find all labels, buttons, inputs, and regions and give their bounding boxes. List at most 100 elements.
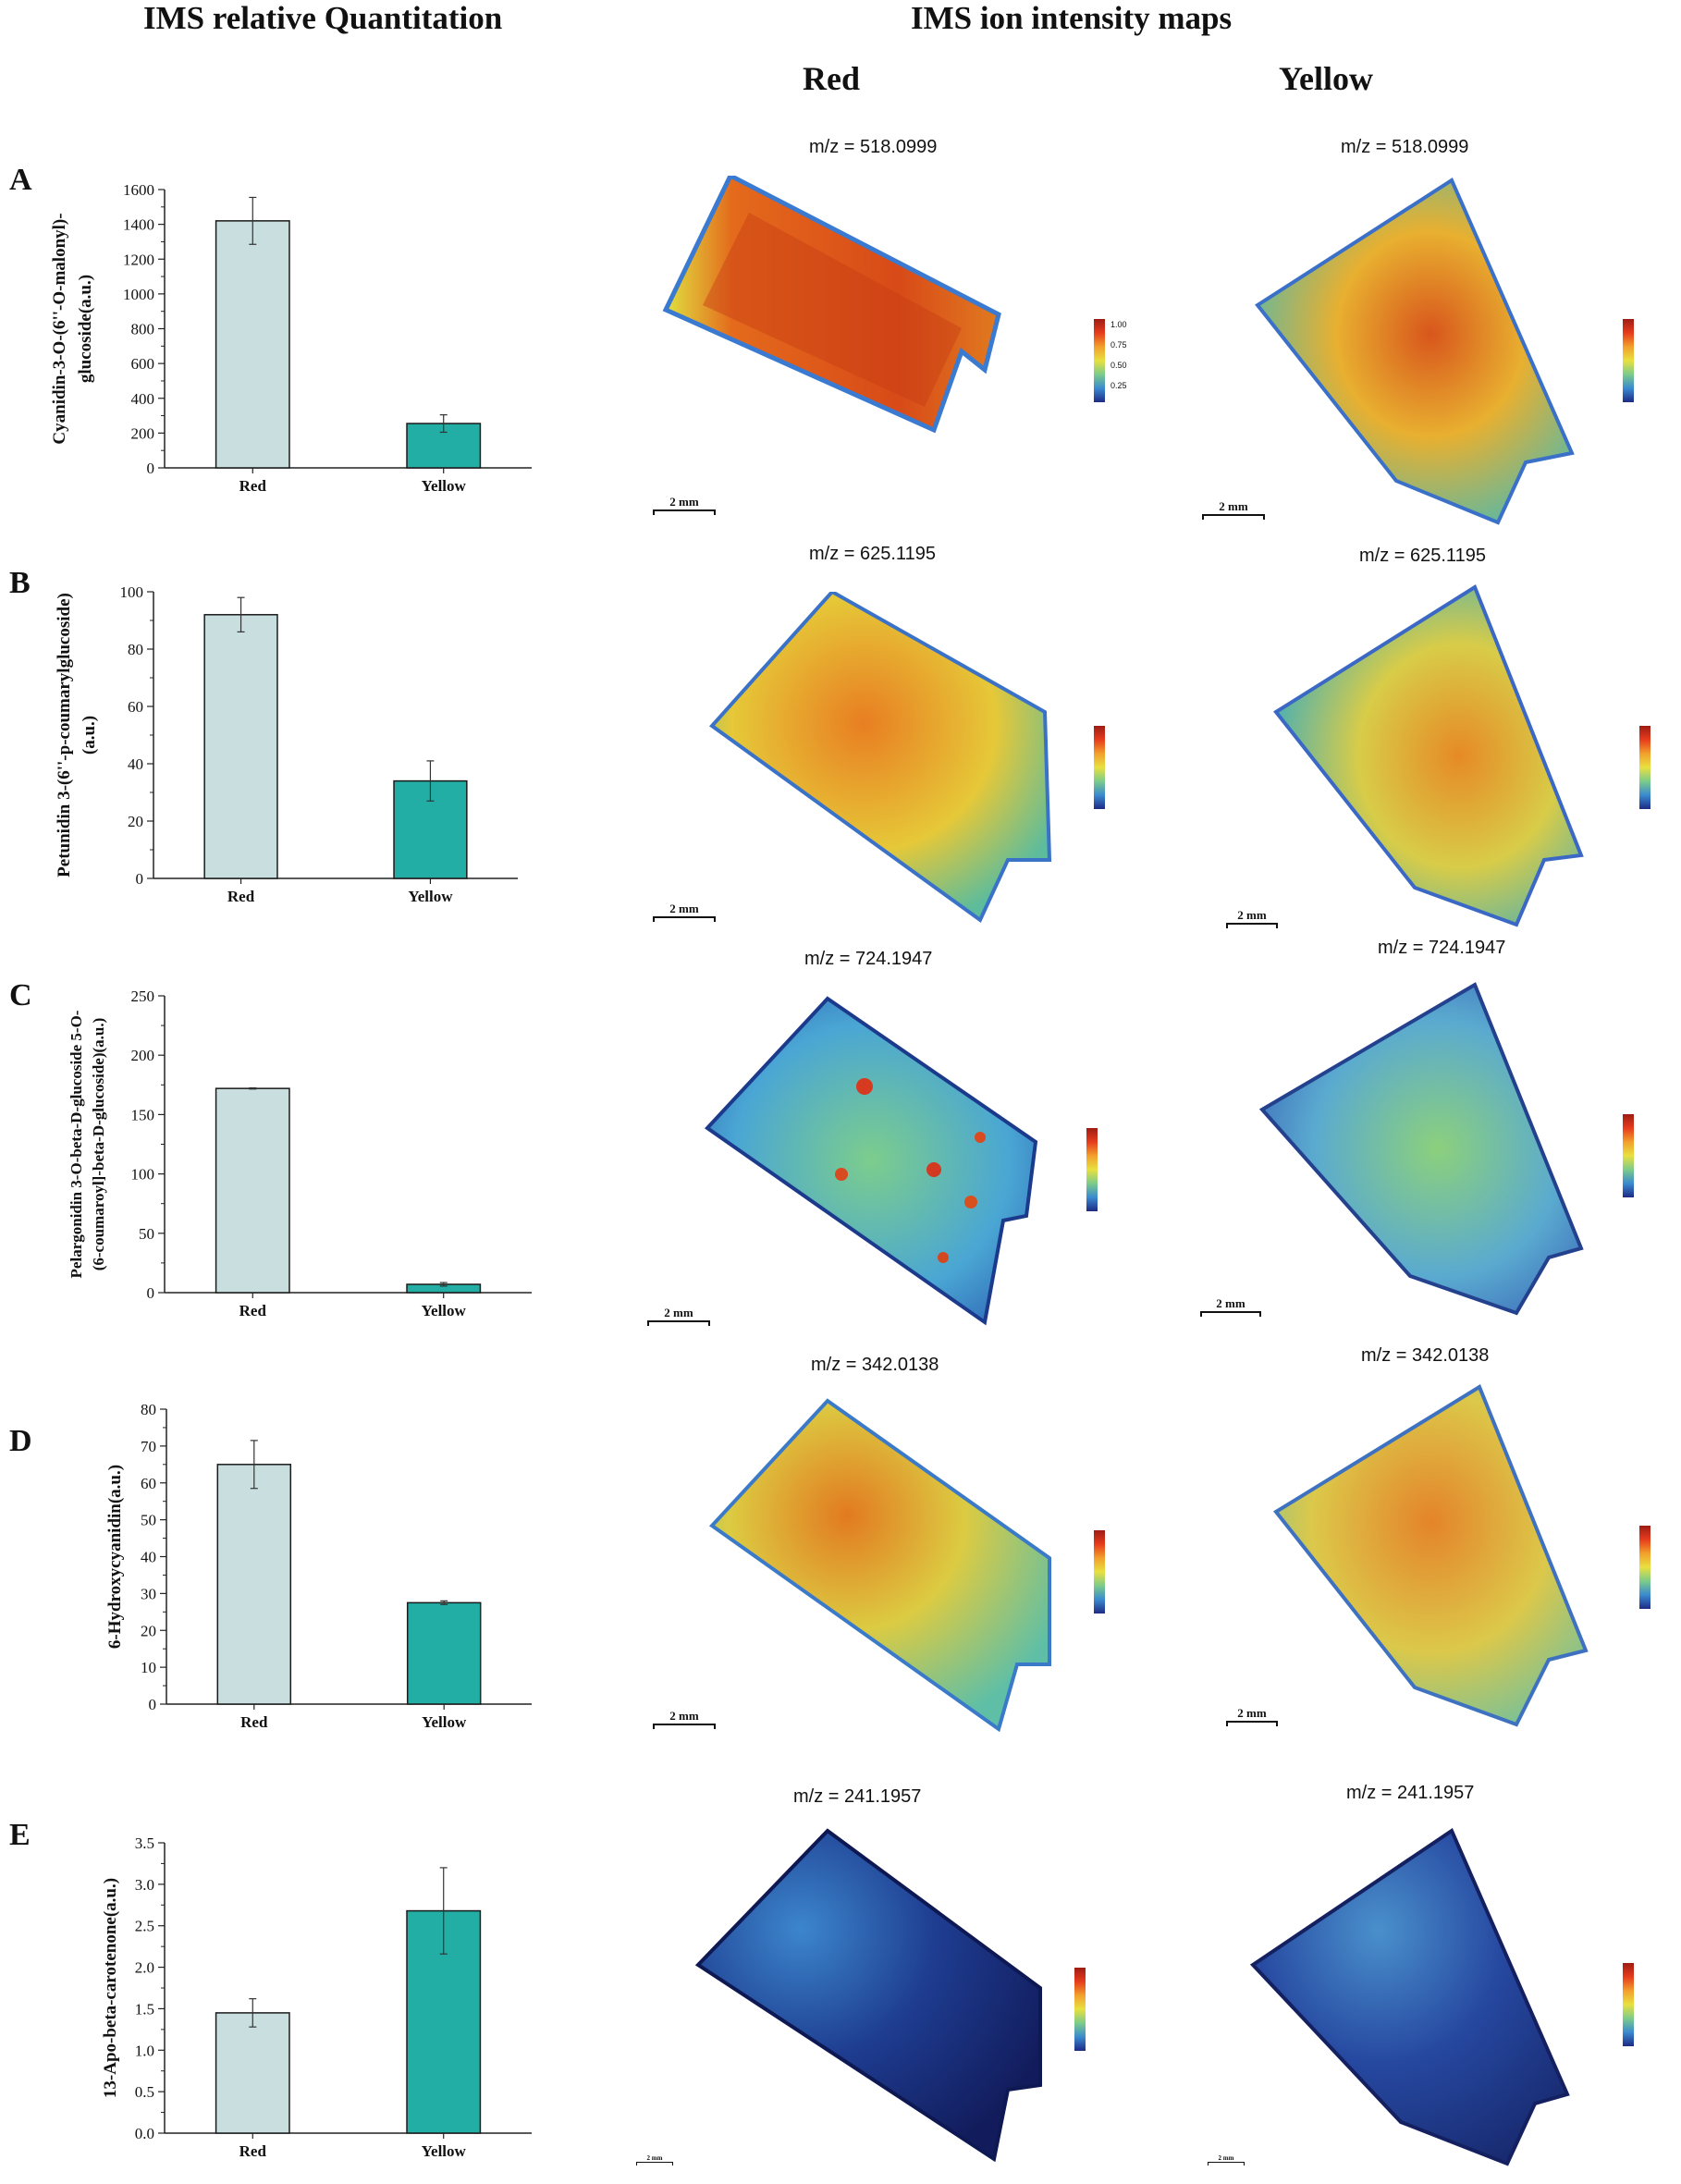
colorbar-d-red [1094, 1530, 1149, 1618]
scale-bar-label: 2 mm [647, 2154, 663, 2162]
colorbar-e-yellow [1623, 1963, 1669, 2051]
y-tick-label: 400 [131, 390, 155, 408]
maps-title: IMS ion intensity maps [911, 0, 1232, 37]
x-tick-label: Yellow [422, 477, 467, 495]
y-tick-label: 80 [141, 1401, 156, 1418]
y-tick-label: 0.5 [135, 2083, 154, 2101]
chart-2-plot: 050100150200250Red YellowPelargonidin 3-O… [67, 988, 532, 1319]
mz-label-e-red: m/z = 241.1957 [793, 1786, 921, 1808]
y-tick-label: 10 [141, 1659, 156, 1676]
x-tick-label: Red [227, 888, 255, 905]
y-tick-label: 1200 [123, 251, 154, 268]
colorbar-d-yellow [1639, 1526, 1676, 1613]
bar-chart-hydroxycyanidin: 0 10 20 30 40 50 60 70 80 Red Yellow 6-Hydroxycyani… [0, 1392, 592, 1761]
scale-bar-label: 2 mm [1219, 2154, 1234, 2162]
y-tick-label: 20 [141, 1622, 156, 1639]
y-tick-label: 3.0 [135, 1876, 154, 1894]
mz-label-c-red: m/z = 724.1947 [804, 949, 932, 970]
ion-map-b-yellow [1267, 583, 1609, 934]
colorbar-tick: 0.75 [1110, 335, 1127, 355]
mz-label-a-red: m/z = 518.0999 [809, 137, 937, 158]
scale-bar-b-red: 2 mm [653, 902, 716, 922]
scale-bar-label: 2 mm [669, 495, 698, 509]
y-tick-label: 2.0 [135, 1959, 154, 1977]
mz-label-b-yellow: m/z = 625.1195 [1359, 546, 1486, 567]
bar-red [204, 615, 277, 878]
y-tick-label: 800 [131, 321, 155, 338]
y-tick-label: 20 [128, 813, 143, 830]
y-tick-label: 100 [120, 583, 144, 601]
y-axis-label: (a.u.) [80, 716, 99, 755]
bar-chart-apo-carotenone: 0.0 0.5 1.0 1.5 2.0 2.5 3.0 3.5 Red Yellow 13-Apo-… [0, 1822, 592, 2182]
y-tick-label: 0.0 [135, 2125, 154, 2142]
bar-red [216, 1088, 289, 1293]
x-tick-label: Red [239, 1302, 267, 1319]
bar-chart-petunidin: 0 20 40 60 80 100 Red Yellow Petunidin 3-(6''-p-… [0, 555, 592, 925]
y-tick-label: 40 [141, 1549, 156, 1566]
y-tick-label: 30 [141, 1585, 156, 1602]
bar-yellow [408, 1602, 481, 1704]
x-tick-label: Yellow [422, 1302, 467, 1319]
bar-chart-cyanidin: 0 200 400 600 800 1000 1200 1400 1600 Red Yellow Cy… [0, 157, 592, 509]
y-tick-label: 1000 [123, 286, 154, 303]
x-tick-label: Red [239, 477, 267, 495]
y-axis-label: 6-Hydroxycyanidin(a.u.) [105, 1465, 125, 1649]
colorbar-e-red [1074, 1968, 1130, 2055]
scale-bar-c-yellow: 2 mm [1200, 1296, 1261, 1317]
scale-bar-d-red: 2 mm [653, 1709, 716, 1729]
y-axis-label: 13-Apo-beta-carotenone(a.u.) [101, 1878, 120, 2098]
bar-red [217, 1465, 290, 1704]
y-tick-label: 50 [141, 1512, 156, 1529]
ion-map-c-yellow [1253, 980, 1604, 1331]
scale-bar-a-red: 2 mm [653, 495, 716, 515]
y-tick-label: 70 [141, 1438, 156, 1455]
x-tick-label: Yellow [408, 888, 453, 905]
scale-bar-label: 2 mm [664, 1306, 693, 1319]
y-tick-label: 2.5 [135, 1918, 154, 1935]
ion-map-a-yellow [1248, 176, 1600, 536]
y-tick-label: 3.5 [135, 1834, 154, 1852]
x-tick-label: Red [239, 2142, 267, 2160]
x-tick-label: Red [240, 1713, 268, 1731]
y-tick-label: 100 [131, 1166, 155, 1184]
colorbar-b-red [1094, 726, 1149, 814]
scale-bar-e-yellow: 2 mm [1208, 2154, 1245, 2166]
mz-label-d-red: m/z = 342.0138 [811, 1355, 939, 1376]
scale-bar-label: 2 mm [1237, 908, 1266, 922]
mz-label-b-red: m/z = 625.1195 [809, 544, 936, 565]
y-tick-label: 0 [136, 870, 144, 888]
mz-label-e-yellow: m/z = 241.1957 [1346, 1783, 1474, 1804]
column-header-yellow: Yellow [1279, 59, 1373, 98]
colorbar-tick: 0.50 [1110, 355, 1127, 375]
y-tick-label: 1400 [123, 216, 154, 234]
chart-4-plot: 0.0 0.5 1.0 1.5 2.0 2.5 3.0 3.5 Red Yellow 13-Apo-… [101, 1834, 532, 2160]
bar-chart-pelargonidin: 050100150200250Red YellowPelargonidin 3-O… [0, 966, 592, 1336]
mz-label-c-yellow: m/z = 724.1947 [1378, 938, 1505, 959]
y-axis-label: glucoside(a.u.) [76, 275, 95, 383]
bar-red [216, 221, 289, 468]
ion-map-d-red [703, 1396, 1063, 1748]
scale-bar-c-red: 2 mm [647, 1306, 710, 1326]
chart-0-plot: 0 200 400 600 800 1000 1200 1400 1600 Red Yellow Cy… [50, 181, 532, 495]
quantitation-title: IMS relative Quantitation [143, 0, 502, 37]
y-tick-label: 0 [147, 460, 155, 477]
colorbar-a-red: 1.00 0.75 0.50 0.25 [1094, 319, 1159, 407]
y-tick-label: 200 [131, 424, 155, 442]
scale-bar-label: 2 mm [669, 902, 698, 915]
y-tick-label: 60 [141, 1475, 156, 1492]
y-axis-label: Pelargonidin 3-O-beta-D-glucoside 5-O- [67, 1010, 85, 1278]
ion-map-b-red [703, 592, 1073, 925]
ion-map-c-red [698, 994, 1049, 1345]
x-tick-label: Yellow [422, 2142, 467, 2160]
scale-bar-e-red: 2 mm [636, 2154, 673, 2166]
y-tick-label: 50 [139, 1225, 154, 1243]
ion-map-a-red [647, 176, 1036, 527]
colorbar-tick: 1.00 [1110, 314, 1127, 335]
ion-map-d-yellow [1267, 1382, 1609, 1734]
y-tick-label: 40 [128, 755, 143, 773]
y-tick-label: 0 [149, 1696, 157, 1713]
scale-bar-label: 2 mm [1237, 1706, 1266, 1720]
bar-red [216, 2013, 289, 2133]
y-tick-label: 600 [131, 355, 155, 373]
y-tick-label: 1.5 [135, 2000, 154, 2018]
